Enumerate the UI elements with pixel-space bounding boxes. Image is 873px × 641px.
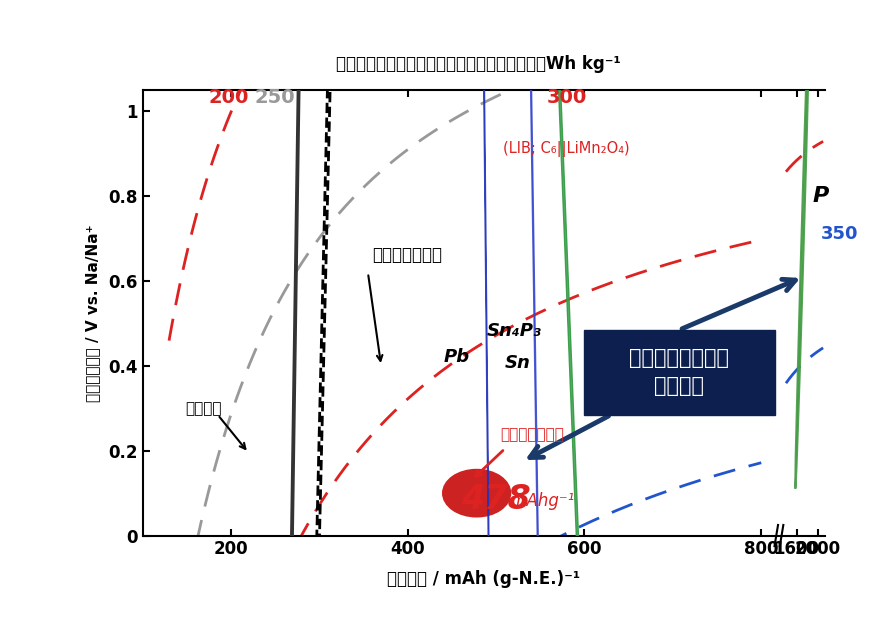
- Text: 本研究開発材料: 本研究開発材料: [500, 428, 564, 442]
- X-axis label: 負極容量 / mAh (g-N.E.)⁻¹: 負極容量 / mAh (g-N.E.)⁻¹: [387, 570, 581, 588]
- Text: (LIB; C₆||LiMn₂O₄): (LIB; C₆||LiMn₂O₄): [504, 141, 630, 157]
- Ellipse shape: [418, 0, 556, 641]
- Text: 正極と組み合わせた電池でのエネルギー密度／Wh kg⁻¹: 正極と組み合わせた電池でのエネルギー密度／Wh kg⁻¹: [336, 55, 621, 73]
- Text: Pb: Pb: [443, 348, 470, 366]
- Ellipse shape: [192, 0, 394, 641]
- Ellipse shape: [529, 0, 614, 641]
- Text: 200: 200: [209, 88, 250, 107]
- Ellipse shape: [795, 0, 811, 488]
- Text: Sn: Sn: [505, 354, 531, 372]
- Text: 従来材料: 従来材料: [185, 401, 222, 416]
- Text: 300: 300: [546, 88, 587, 107]
- Ellipse shape: [473, 0, 599, 641]
- Text: ハードカーボン: ハードカーボン: [373, 246, 443, 264]
- Ellipse shape: [443, 470, 510, 517]
- Text: 250: 250: [255, 88, 295, 107]
- Text: mAhg⁻¹: mAhg⁻¹: [505, 492, 574, 510]
- Text: Sn₄P₃: Sn₄P₃: [486, 322, 541, 340]
- Y-axis label: 負極作動電位 / V vs. Na/Na⁺: 負極作動電位 / V vs. Na/Na⁺: [85, 224, 100, 402]
- Text: 478: 478: [461, 483, 531, 516]
- Text: P: P: [813, 187, 828, 206]
- FancyBboxPatch shape: [584, 330, 774, 415]
- Text: 350: 350: [821, 226, 858, 244]
- Text: 同等のエネルギー
密度性能: 同等のエネルギー 密度性能: [629, 348, 730, 396]
